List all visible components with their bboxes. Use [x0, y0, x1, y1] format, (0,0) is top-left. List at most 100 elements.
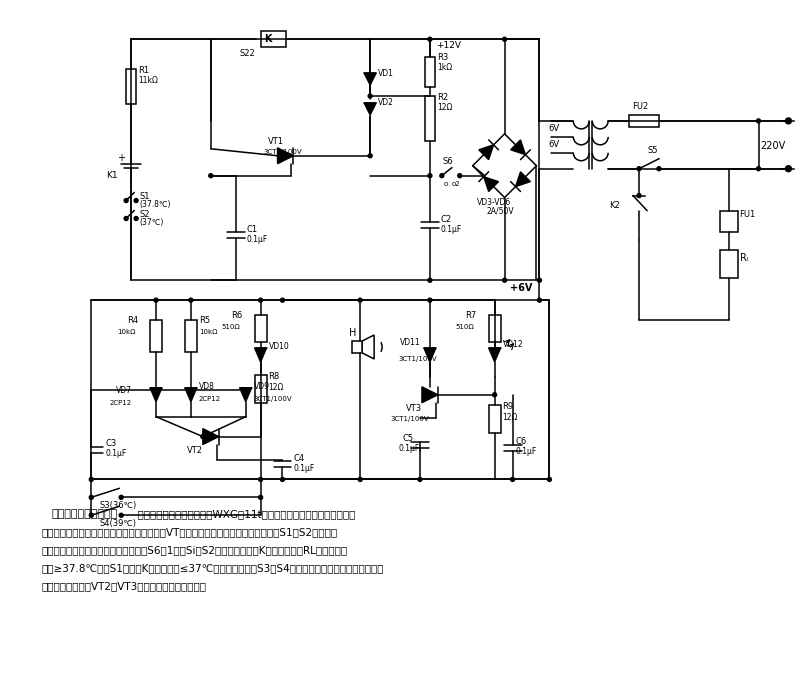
Text: 12Ω: 12Ω: [437, 103, 452, 113]
Circle shape: [259, 298, 263, 302]
Circle shape: [418, 477, 422, 481]
Polygon shape: [422, 387, 438, 403]
Text: S4(39℃): S4(39℃): [99, 519, 137, 528]
Text: 孵化育种温度控制电路: 孵化育种温度控制电路: [52, 509, 118, 519]
Text: 感器，两组整流输出电压均不接滤波电路，使VT脉动直流电压过零点时能自动关断。S1和S2内标式温: 感器，两组整流输出电压均不接滤波电路，使VT脉动直流电压过零点时能自动关断。S1…: [41, 527, 338, 537]
Bar: [150, 320, 162, 352]
Text: VD7: VD7: [116, 386, 133, 395]
Circle shape: [428, 37, 432, 41]
Text: VD10: VD10: [268, 342, 289, 352]
Polygon shape: [364, 103, 376, 115]
Text: S1: S1: [139, 192, 149, 201]
Text: C4: C4: [293, 454, 305, 463]
Bar: [629, 115, 659, 127]
Bar: [425, 57, 435, 87]
Text: 0.1μF: 0.1μF: [516, 447, 537, 456]
Text: (37℃): (37℃): [139, 218, 163, 227]
Text: 3CT1/100V: 3CT1/100V: [254, 396, 292, 402]
Circle shape: [756, 119, 760, 123]
Polygon shape: [479, 145, 494, 160]
Text: 12Ω: 12Ω: [503, 414, 518, 422]
Circle shape: [458, 174, 461, 178]
Text: 510Ω: 510Ω: [222, 324, 241, 330]
Text: R1: R1: [138, 66, 149, 75]
Circle shape: [189, 298, 193, 302]
Circle shape: [503, 278, 507, 282]
Text: +: +: [117, 153, 125, 163]
Text: VD3-VD6: VD3-VD6: [477, 198, 511, 207]
Bar: [720, 251, 738, 278]
Text: H: H: [348, 328, 356, 338]
Circle shape: [537, 298, 541, 302]
Text: 3CT3/100V: 3CT3/100V: [263, 149, 302, 155]
Text: R7: R7: [465, 310, 477, 320]
Text: R3: R3: [437, 53, 448, 62]
Circle shape: [503, 37, 507, 41]
Circle shape: [134, 217, 138, 221]
Polygon shape: [150, 388, 162, 402]
Circle shape: [785, 166, 791, 172]
Text: S2: S2: [139, 210, 149, 219]
Text: VT2: VT2: [187, 446, 203, 455]
Bar: [255, 375, 267, 403]
Text: S6: S6: [443, 158, 453, 166]
Circle shape: [124, 198, 128, 202]
Text: S22: S22: [240, 49, 255, 58]
Circle shape: [428, 298, 432, 302]
Polygon shape: [362, 335, 374, 359]
Text: K: K: [264, 34, 272, 44]
Text: VD12: VD12: [503, 340, 524, 350]
Circle shape: [90, 496, 93, 499]
Text: R5: R5: [199, 316, 210, 325]
Text: o2: o2: [452, 181, 461, 187]
Circle shape: [201, 435, 204, 439]
Bar: [425, 96, 435, 141]
Text: 0.1μF: 0.1μF: [105, 449, 127, 458]
Circle shape: [119, 496, 123, 499]
Text: 0.1μF: 0.1μF: [293, 464, 314, 473]
Text: R4: R4: [127, 316, 138, 325]
Circle shape: [493, 392, 497, 397]
Polygon shape: [484, 177, 499, 191]
Text: FU2: FU2: [632, 102, 648, 111]
Bar: [255, 315, 267, 342]
Bar: [126, 69, 136, 104]
Text: 2A/50V: 2A/50V: [486, 206, 514, 215]
Circle shape: [90, 513, 93, 517]
Circle shape: [154, 298, 158, 302]
Text: 10kΩ: 10kΩ: [118, 329, 136, 335]
Text: C1: C1: [246, 225, 258, 234]
Text: VD9: VD9: [254, 382, 270, 391]
Text: C5: C5: [402, 434, 413, 443]
Polygon shape: [203, 428, 219, 445]
Bar: [185, 320, 197, 352]
Text: VD2: VD2: [378, 98, 394, 107]
Circle shape: [756, 167, 760, 170]
Polygon shape: [511, 140, 525, 155]
Circle shape: [368, 94, 372, 98]
Text: VD11: VD11: [400, 339, 421, 348]
Text: 10kΩ: 10kΩ: [199, 329, 217, 335]
Circle shape: [358, 298, 362, 302]
Bar: [489, 315, 501, 342]
Text: VT3: VT3: [406, 404, 422, 414]
Text: 0.1μF: 0.1μF: [246, 235, 268, 244]
Circle shape: [368, 153, 372, 158]
Polygon shape: [424, 348, 436, 362]
Circle shape: [134, 198, 138, 202]
Text: 3CT1/100V: 3CT1/100V: [398, 356, 436, 362]
Bar: [352, 341, 362, 353]
Text: 12Ω: 12Ω: [268, 384, 284, 392]
Text: o: o: [444, 181, 448, 187]
Text: +12V: +12V: [436, 41, 461, 50]
Text: FU1: FU1: [739, 210, 755, 219]
Text: 510Ω: 510Ω: [456, 324, 475, 330]
Bar: [720, 210, 738, 232]
Bar: [261, 31, 287, 48]
Circle shape: [511, 477, 515, 481]
Text: 3CT1/100V: 3CT1/100V: [390, 416, 429, 422]
Text: S3(36℃): S3(36℃): [99, 501, 137, 510]
Text: C2: C2: [441, 215, 452, 224]
Text: 6V: 6V: [549, 141, 559, 149]
Circle shape: [90, 477, 93, 481]
